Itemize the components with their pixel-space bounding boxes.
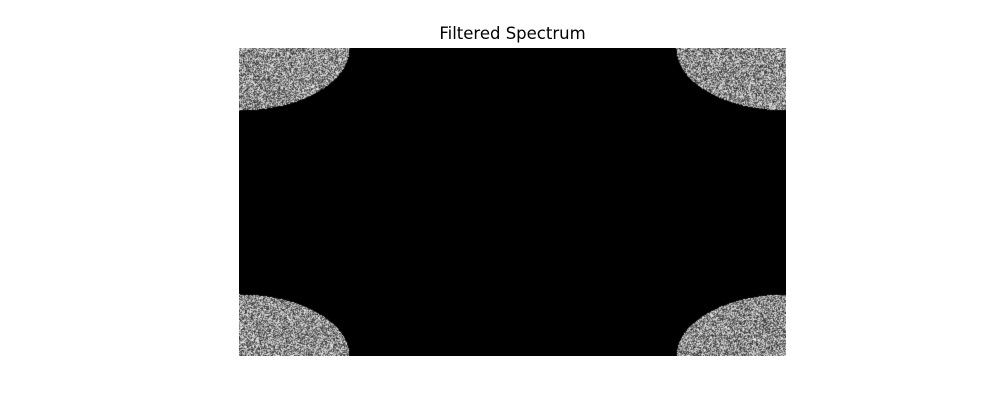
filtered-spectrum-image xyxy=(239,48,786,356)
figure-title: Filtered Spectrum xyxy=(439,24,586,43)
spectrum-canvas xyxy=(239,48,786,356)
